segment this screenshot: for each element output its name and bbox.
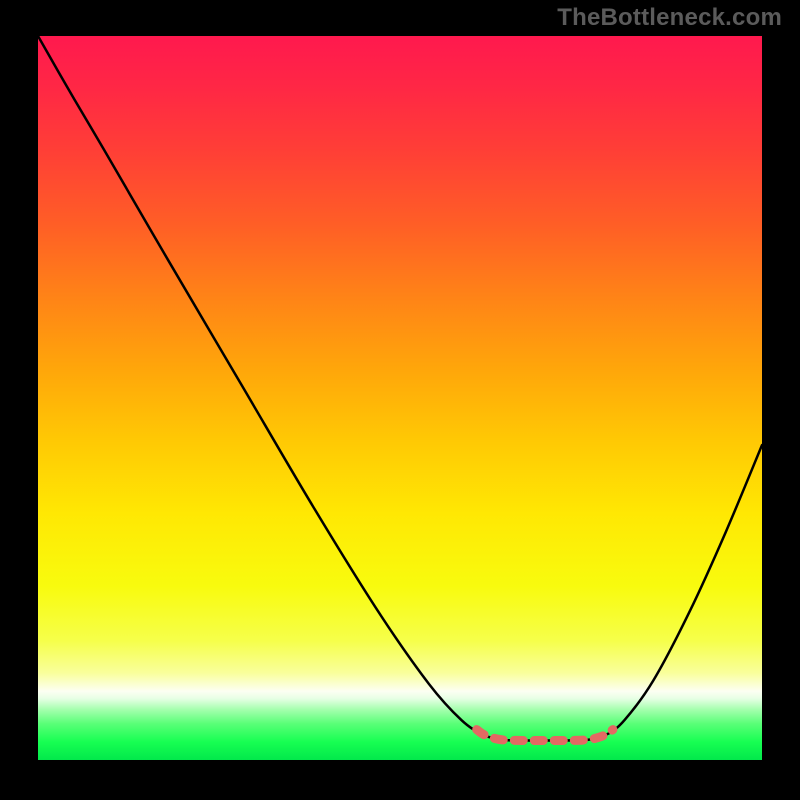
plot-area (38, 36, 762, 760)
attribution-text: TheBottleneck.com (557, 4, 782, 32)
chart-frame: TheBottleneck.com (0, 0, 800, 800)
plot-svg (38, 36, 762, 760)
gradient-background (38, 36, 762, 760)
